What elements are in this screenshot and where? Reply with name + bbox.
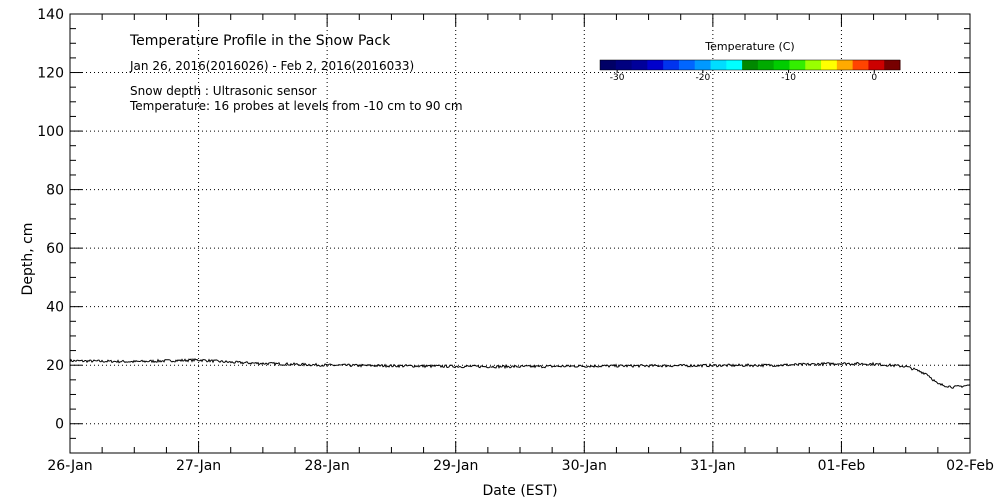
y-tick-label: 40: [46, 300, 64, 316]
colorbar-frame: [599, 59, 901, 71]
colorbar-tick-label: 0: [871, 73, 877, 83]
plot-frame: [69, 13, 971, 454]
y-tick-label: 140: [37, 7, 64, 23]
colorbar-cell: [852, 60, 869, 70]
plot-background: [70, 14, 970, 453]
y-tick-label: 20: [46, 358, 64, 374]
y-tick-label: 120: [37, 66, 64, 82]
colorbar-cell: [821, 60, 838, 70]
snow-depth-line: [69, 357, 971, 389]
colorbar-cell: [836, 60, 854, 70]
colorbar-tick-label: -30: [610, 73, 625, 83]
y-tick-label: 100: [37, 124, 64, 140]
colorbar-cell: [694, 60, 712, 70]
colorbar-cell: [789, 60, 806, 70]
y-tick-label: 60: [46, 241, 64, 257]
x-tick-label: 30-Jan: [562, 458, 607, 474]
colorbar-ticks: -30 -20 -10 0: [610, 70, 877, 83]
colorbar-cell: [647, 60, 664, 70]
x-axis-title: Date (EST): [482, 483, 557, 499]
colorbar-cell: [757, 60, 775, 70]
colorbar-title: Temperature (C): [704, 40, 794, 53]
note-snow-depth: Snow depth : Ultrasonic sensor: [130, 84, 317, 98]
colorbar-cell: [615, 60, 633, 70]
colorbar-tick-label: -10: [781, 73, 796, 83]
colorbar-cell: [742, 60, 759, 70]
tick-labels: 26-Jan 27-Jan 28-Jan 29-Jan 30-Jan 31-Jan 01-F…: [37, 7, 994, 474]
x-tick-label: 26-Jan: [47, 458, 92, 474]
note-temperature: Temperature: 16 probes at levels from -1…: [129, 99, 463, 113]
x-tick-label: 31-Jan: [690, 458, 735, 474]
colorbar-cell: [868, 60, 885, 70]
x-tick-label: 27-Jan: [176, 458, 221, 474]
x-tick-label: 28-Jan: [305, 458, 350, 474]
y-axis-title: Depth, cm: [20, 223, 36, 296]
y-tick-label: 80: [46, 183, 64, 199]
colorbar-cell: [773, 60, 790, 70]
colorbar-cell: [600, 60, 617, 70]
colorbar-tick-label: -20: [696, 73, 711, 83]
chart-subtitle: Jan 26, 2016(2016026) - Feb 2, 2016(2016…: [129, 59, 414, 73]
colorbar-cell: [710, 60, 727, 70]
colorbar-cell: [726, 60, 743, 70]
x-tick-label: 02-Feb: [946, 458, 994, 474]
x-tick-label: 29-Jan: [433, 458, 478, 474]
temperature-colorbar: Temperature (C) -30 -20 -10 0: [599, 40, 901, 83]
colorbar-cell: [663, 60, 680, 70]
colorbar-cells: [600, 60, 901, 70]
colorbar-cell: [805, 60, 822, 70]
colorbar-cell: [678, 60, 696, 70]
x-tick-label: 01-Feb: [818, 458, 866, 474]
chart-title: Temperature Profile in the Snow Pack: [129, 33, 391, 49]
colorbar-cell: [631, 60, 648, 70]
colorbar-cell: [884, 60, 901, 70]
y-tick-label: 0: [55, 417, 64, 433]
